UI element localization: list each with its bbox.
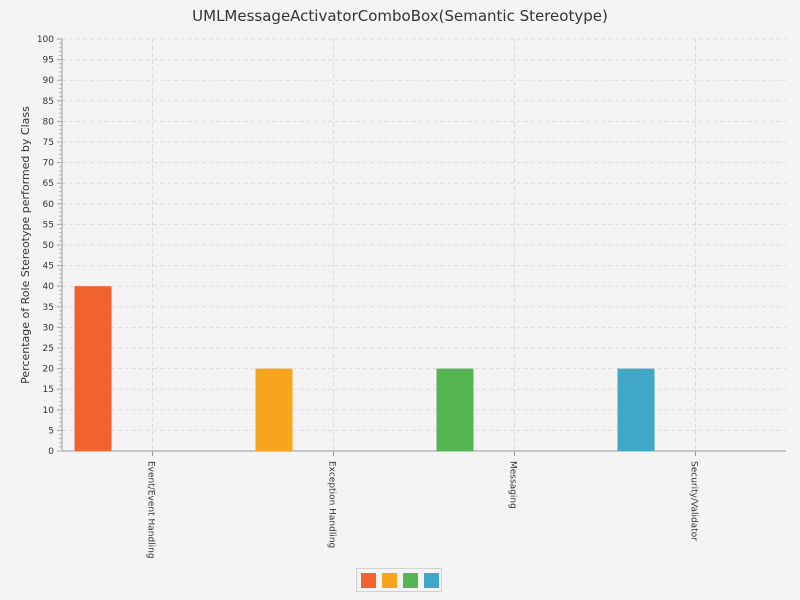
bar <box>436 368 474 451</box>
y-tick-label: 35 <box>43 303 54 313</box>
y-tick-label: 80 <box>43 117 55 127</box>
x-tick-label: Messaging <box>508 461 518 509</box>
y-tick-label: 20 <box>43 365 55 375</box>
y-tick-label: 15 <box>43 385 54 395</box>
legend-swatch <box>382 573 397 588</box>
y-tick-label: 100 <box>37 35 54 45</box>
y-tick-label: 5 <box>48 426 54 436</box>
y-tick-label: 95 <box>43 56 54 66</box>
bars <box>74 286 655 451</box>
chart-title: UMLMessageActivatorComboBox(Semantic Ste… <box>192 7 608 25</box>
y-tick-label: 45 <box>43 262 54 272</box>
legend-swatch <box>424 573 439 588</box>
y-tick-label: 55 <box>43 220 54 230</box>
y-tick-label: 25 <box>43 344 54 354</box>
y-tick-label: 40 <box>43 282 55 292</box>
y-tick-label: 85 <box>43 97 54 107</box>
y-tick-label: 75 <box>43 138 54 148</box>
bar <box>255 368 293 451</box>
axes <box>57 38 786 456</box>
y-tick-label: 0 <box>48 447 54 457</box>
y-axis-label: Percentage of Role Stereotype performed … <box>19 106 32 384</box>
x-tick-label: Security/Validator <box>689 461 699 541</box>
y-tick-label: 10 <box>43 406 55 416</box>
legend-swatch <box>361 573 376 588</box>
bar <box>617 368 655 451</box>
y-tick-label: 60 <box>43 200 55 210</box>
bar <box>74 286 112 451</box>
legend-swatch <box>403 573 418 588</box>
y-tick-label: 50 <box>43 241 55 251</box>
y-tick-label: 30 <box>43 323 55 333</box>
x-tick-label: Event/Event Handling <box>146 461 156 559</box>
legend <box>356 568 442 592</box>
y-tick-label: 65 <box>43 179 54 189</box>
y-tick-label: 70 <box>43 159 55 169</box>
x-tick-label: Exception Handling <box>327 461 337 548</box>
grid-lines <box>62 38 786 451</box>
y-tick-label: 90 <box>43 76 55 86</box>
labels: 0 5 10 15 20 25 30 35 40 45 50 55 60 65 70 75 80 85 90 95 10… <box>19 35 699 559</box>
